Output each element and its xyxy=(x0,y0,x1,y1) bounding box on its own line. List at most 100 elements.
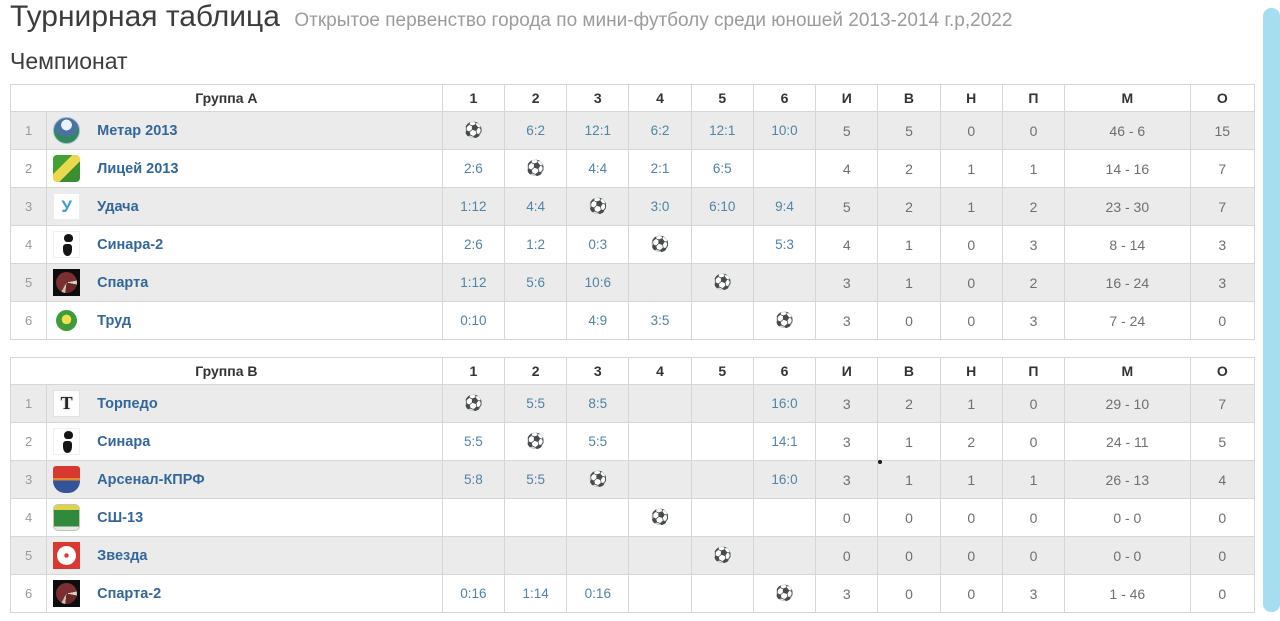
result-cell: 5:5 xyxy=(503,384,568,423)
result-cell-self: ⚽ xyxy=(503,149,568,188)
team-name-link[interactable]: СШ-13 xyxy=(97,509,144,526)
result-cell: 6:10 xyxy=(690,187,754,226)
score-link[interactable]: 6:10 xyxy=(709,198,736,214)
team-name-link[interactable]: Торпедо xyxy=(97,395,158,412)
score-link[interactable]: 3:0 xyxy=(650,198,670,214)
result-cell: 5:3 xyxy=(752,225,817,264)
score-link[interactable]: 6:5 xyxy=(712,160,732,176)
result-cell: 12:1 xyxy=(566,111,630,150)
score-link[interactable]: 1:12 xyxy=(460,274,487,290)
games-cell: 5 xyxy=(815,111,879,150)
score-link[interactable]: 0:16 xyxy=(584,585,611,601)
score-link[interactable]: 4:9 xyxy=(588,312,608,328)
score-link[interactable]: 5:8 xyxy=(463,471,483,487)
team-logo-licey-icon xyxy=(53,155,81,182)
draws-cell: 1 xyxy=(939,149,1003,188)
score-link[interactable]: 0:16 xyxy=(460,585,487,601)
header-row: Группа B 1 2 3 4 5 6 И В Н П М О xyxy=(10,357,1256,385)
team-name-link[interactable]: Труд xyxy=(97,312,132,329)
result-cell-empty xyxy=(503,498,568,537)
score-link[interactable]: 1:2 xyxy=(526,236,545,252)
result-cell: 4:4 xyxy=(566,149,630,188)
soccer-ball-icon: ⚽ xyxy=(588,197,608,215)
score-link[interactable]: 6:2 xyxy=(526,122,545,138)
score-link[interactable]: 3:5 xyxy=(650,312,670,328)
position-cell: 3 xyxy=(9,187,48,226)
result-cell-self: ⚽ xyxy=(566,187,630,226)
score-link[interactable]: 4:4 xyxy=(588,160,608,176)
score-link[interactable]: 4:4 xyxy=(526,198,545,214)
losses-cell: 1 xyxy=(1001,460,1066,499)
result-cell-empty xyxy=(690,574,754,613)
points-cell: 0 xyxy=(1189,301,1256,340)
soccer-ball-icon: ⚽ xyxy=(464,121,483,139)
result-cell-self: ⚽ xyxy=(441,111,505,150)
wins-cell: 0 xyxy=(877,574,941,613)
score-link[interactable]: 16:0 xyxy=(771,471,798,487)
result-cell-empty xyxy=(752,498,817,537)
result-cell: 12:1 xyxy=(690,111,754,150)
losses-cell: 0 xyxy=(1001,422,1066,461)
team-name-link[interactable]: Метар 2013 xyxy=(97,122,178,139)
games-cell: 4 xyxy=(815,149,879,188)
team-name-link[interactable]: Арсенал-КПРФ xyxy=(97,471,205,488)
score-link[interactable]: 5:5 xyxy=(463,433,483,449)
goals-cell: 1 - 46 xyxy=(1064,574,1191,613)
team-name-link[interactable]: Лицей 2013 xyxy=(97,160,179,177)
score-link[interactable]: 6:2 xyxy=(650,122,670,138)
score-link[interactable]: 5:3 xyxy=(775,236,794,252)
position-cell: 5 xyxy=(9,536,48,575)
points-cell: 7 xyxy=(1189,187,1256,226)
column-header: 1 xyxy=(441,357,505,385)
team-name-link[interactable]: Синара-2 xyxy=(97,236,164,253)
result-cell-empty xyxy=(690,301,754,340)
score-link[interactable]: 5:5 xyxy=(588,433,608,449)
soccer-ball-icon: ⚽ xyxy=(712,273,732,291)
score-link[interactable]: 5:5 xyxy=(526,395,545,411)
result-cell: 2:1 xyxy=(628,149,692,188)
result-cell-empty xyxy=(628,536,692,575)
goals-cell: 29 - 10 xyxy=(1064,384,1191,423)
group-b-title: Группа B xyxy=(10,357,443,385)
result-cell-empty xyxy=(566,498,630,537)
score-link[interactable]: 0:3 xyxy=(588,236,608,252)
score-link[interactable]: 2:6 xyxy=(463,236,483,252)
soccer-ball-icon: ⚽ xyxy=(588,470,608,488)
score-link[interactable]: 1:12 xyxy=(460,198,487,214)
score-link[interactable]: 0:10 xyxy=(460,312,487,328)
points-cell: 3 xyxy=(1189,263,1256,302)
score-link[interactable]: 10:6 xyxy=(584,274,611,290)
score-link[interactable]: 9:4 xyxy=(775,198,794,214)
result-cell: 6:5 xyxy=(690,149,754,188)
losses-cell: 2 xyxy=(1001,263,1066,302)
score-link[interactable]: 2:6 xyxy=(463,160,483,176)
score-link[interactable]: 5:5 xyxy=(526,471,545,487)
team-name-link[interactable]: Звезда xyxy=(97,547,148,564)
result-cell: 5:5 xyxy=(566,422,630,461)
score-link[interactable]: 12:1 xyxy=(709,122,736,138)
score-link[interactable]: 1:14 xyxy=(522,585,549,601)
result-cell: 0:16 xyxy=(566,574,630,613)
score-link[interactable]: 12:1 xyxy=(584,122,611,138)
page-edge-strip[interactable] xyxy=(1263,8,1280,612)
column-header-draws: Н xyxy=(939,84,1003,112)
score-link[interactable]: 2:1 xyxy=(650,160,670,176)
score-link[interactable]: 14:1 xyxy=(771,433,798,449)
score-link[interactable]: 8:5 xyxy=(588,395,608,411)
wins-cell: 0 xyxy=(877,498,941,537)
team-name-link[interactable]: Спарта-2 xyxy=(97,585,162,602)
team-cell: Синара-2 xyxy=(46,225,443,264)
score-link[interactable]: 5:6 xyxy=(526,274,545,290)
score-link[interactable]: 10:0 xyxy=(771,122,798,138)
wins-cell: 1 xyxy=(877,225,941,264)
team-name-link[interactable]: Удача xyxy=(97,198,139,215)
team-name-link[interactable]: Синара xyxy=(97,433,151,450)
position-cell: 5 xyxy=(9,263,48,302)
losses-cell: 0 xyxy=(1001,498,1066,537)
soccer-ball-icon: ⚽ xyxy=(526,159,545,177)
score-link[interactable]: 16:0 xyxy=(771,395,798,411)
draws-cell: 1 xyxy=(939,384,1003,423)
draws-cell: 0 xyxy=(939,263,1003,302)
team-name-link[interactable]: Спарта xyxy=(97,274,149,291)
result-cell: 4:9 xyxy=(566,301,630,340)
